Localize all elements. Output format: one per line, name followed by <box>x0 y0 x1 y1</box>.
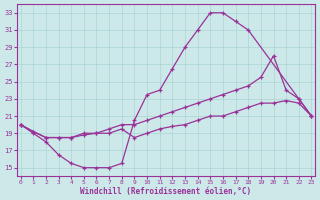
X-axis label: Windchill (Refroidissement éolien,°C): Windchill (Refroidissement éolien,°C) <box>80 187 252 196</box>
